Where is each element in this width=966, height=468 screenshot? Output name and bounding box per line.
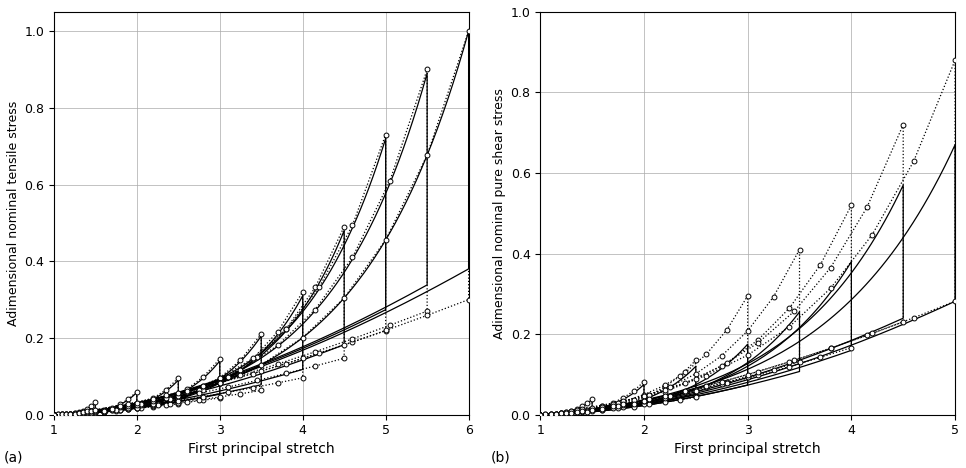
Text: (a): (a) bbox=[4, 451, 23, 465]
X-axis label: First principal stretch: First principal stretch bbox=[674, 441, 821, 455]
Text: (b): (b) bbox=[491, 451, 510, 465]
X-axis label: First principal stretch: First principal stretch bbox=[188, 441, 334, 455]
Y-axis label: Adimensional nominal pure shear stress: Adimensional nominal pure shear stress bbox=[494, 88, 506, 339]
Y-axis label: Adimensional nominal tensile stress: Adimensional nominal tensile stress bbox=[7, 101, 20, 326]
